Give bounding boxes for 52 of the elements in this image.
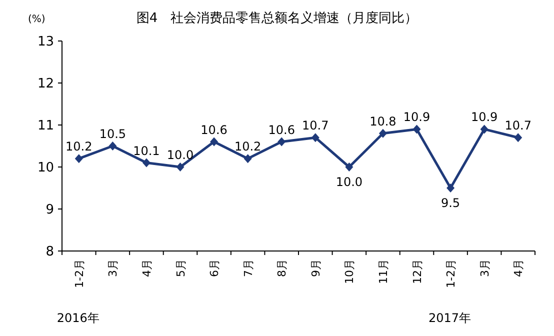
x-tick-label: 7月 [242, 259, 255, 277]
text: 10.1 [133, 144, 160, 158]
point [210, 137, 218, 146]
x-tick-label: 3月 [478, 259, 492, 277]
point [74, 154, 83, 164]
point [480, 124, 488, 134]
text: 10.7 [302, 118, 329, 133]
y-tick-label: 10 [37, 160, 54, 176]
x-tick-label: 5月 [174, 259, 188, 277]
text: 10.9 [403, 110, 430, 124]
x-tick-label: 12月 [410, 259, 424, 284]
y-tick-label: 11 [37, 118, 54, 134]
point [142, 158, 150, 168]
text: 10.2 [234, 140, 262, 154]
text: 10.6 [200, 122, 228, 137]
x-tick-label: 4月 [140, 259, 154, 277]
y-axis-title: (%) [28, 14, 46, 25]
y-tick-label: 8 [46, 244, 54, 260]
text: 10.0 [166, 148, 194, 162]
point [378, 128, 387, 138]
x-tick-label: 3月 [106, 259, 120, 277]
text: 10.2 [66, 140, 92, 154]
y-tick-label: 9 [46, 202, 54, 218]
text: 10.5 [99, 127, 126, 141]
text: 10.6 [268, 122, 295, 137]
text: 10.8 [370, 114, 396, 128]
point [244, 154, 252, 164]
text: 10.9 [470, 110, 498, 124]
point [311, 133, 320, 142]
text: 2016年 [56, 311, 100, 325]
point [446, 184, 455, 192]
y-tick-label: 13 [37, 34, 54, 50]
x-tick-label: 1-2月 [72, 259, 86, 288]
point [278, 137, 286, 146]
point [108, 142, 117, 150]
x-tick-label: 4月 [512, 259, 526, 277]
point [514, 133, 522, 142]
point [345, 162, 354, 172]
x-tick-label: 6月 [208, 259, 222, 277]
x-tick-label: 10月 [343, 259, 356, 284]
point [412, 124, 421, 134]
x-tick-label: 1-2月 [444, 259, 458, 288]
text: 10.0 [336, 175, 363, 189]
text: 9.5 [440, 196, 460, 210]
y-tick-label: 12 [37, 76, 54, 92]
x-tick-label: 11月 [376, 259, 390, 284]
point [176, 162, 184, 172]
text: 2017年 [428, 311, 472, 325]
chart-title: 图4 社会消费品零售总额名义增速（月度同比） [136, 10, 418, 26]
x-tick-label: 8月 [276, 259, 289, 277]
text: 10.7 [504, 118, 532, 133]
x-tick-label: 9月 [309, 259, 322, 277]
